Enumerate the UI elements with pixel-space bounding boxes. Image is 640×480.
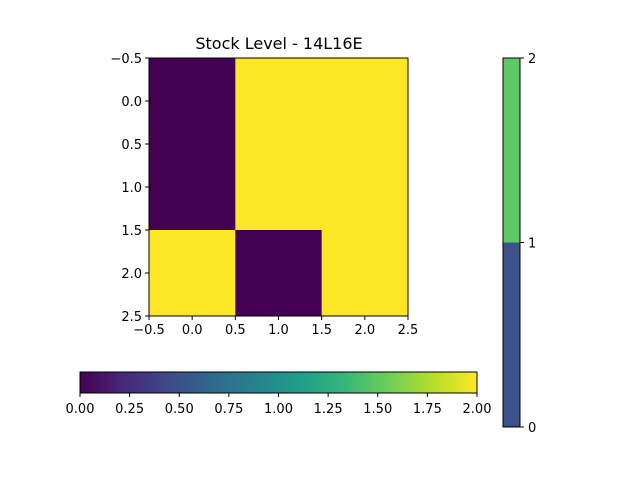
- x-tick-label: 0.0: [182, 323, 203, 338]
- y-tick-label: 0.0: [121, 95, 142, 110]
- heatmap-cell: [235, 230, 323, 317]
- colorbar-tick-label: 1.75: [413, 402, 442, 417]
- heatmap-cell: [321, 144, 409, 231]
- colorbar-tick-label: 0.00: [66, 402, 95, 417]
- chart-title: Stock Level - 14L16E: [195, 34, 362, 53]
- x-tick-label: 0.5: [225, 323, 246, 338]
- colorbar-tick-label: 0.50: [165, 402, 194, 417]
- y-tick-label: 1.5: [121, 224, 142, 239]
- colorbar-segment: [503, 58, 520, 243]
- x-tick-label: 2.0: [354, 323, 375, 338]
- heatmap-cell: [235, 58, 323, 145]
- colorbar-tick-label: 1.00: [264, 402, 293, 417]
- heatmap-plot: −0.5 0.0 0.5 1.0 1.5 2.0 2.5−0.50.00.51.01.52.…: [110, 52, 418, 338]
- heatmap-cell: [235, 144, 323, 231]
- vertical-colorbar: 0 1 2: [502, 52, 536, 436]
- heatmap-cell: [149, 230, 236, 317]
- colorbar-gradient: [80, 372, 477, 393]
- y-tick-label: 2.0: [121, 267, 142, 282]
- y-tick-label: −0.5: [110, 52, 142, 67]
- y-tick-label: 2.5: [121, 310, 142, 325]
- y-tick-label: 1.0: [121, 181, 142, 196]
- colorbar-segment: [503, 242, 520, 427]
- colorbar-tick-label: 2.00: [463, 402, 492, 417]
- x-tick-label: −0.5: [133, 323, 165, 338]
- heatmap-cell: [149, 144, 236, 231]
- y-tick-label: 0.5: [121, 138, 142, 153]
- vertical-colorbar-tick-label: 1: [528, 237, 536, 252]
- x-tick-label: 1.5: [311, 323, 332, 338]
- heatmap-cell: [321, 230, 409, 317]
- colorbar-tick-label: 0.25: [115, 402, 144, 417]
- heatmap-cell: [149, 58, 236, 145]
- vertical-colorbar-tick-label: 2: [528, 52, 536, 67]
- horizontal-colorbar: 0.00 0.25 0.50 0.75 1.00 1.25 1.50 1.75 2.00: [66, 371, 492, 417]
- vertical-colorbar-tick-label: 0: [528, 421, 536, 436]
- x-tick-label: 1.0: [268, 323, 289, 338]
- colorbar-tick-label: 1.25: [314, 402, 343, 417]
- colorbar-tick-label: 0.75: [214, 402, 243, 417]
- colorbar-tick-label: 1.50: [363, 402, 392, 417]
- heatmap-cell: [321, 58, 409, 145]
- x-tick-label: 2.5: [398, 323, 419, 338]
